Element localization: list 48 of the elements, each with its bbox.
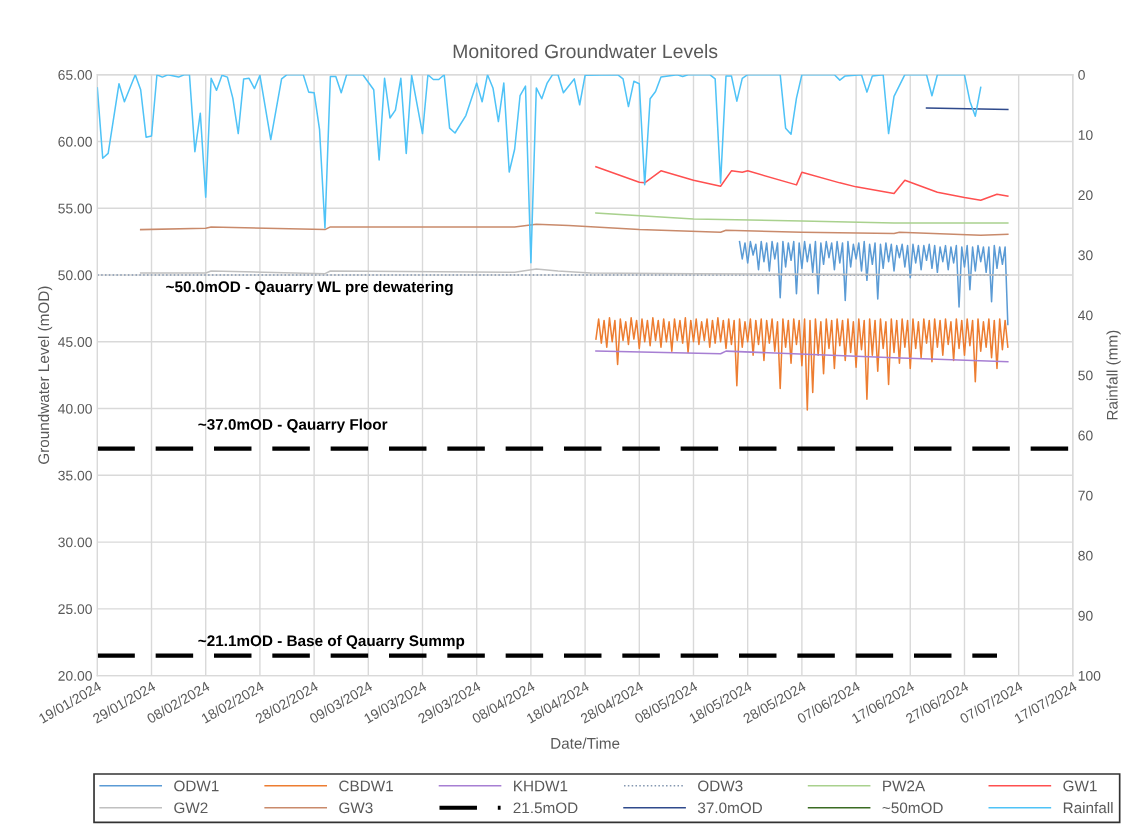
y2-tick-label: 60: [1078, 430, 1093, 441]
legend-label: GW3: [339, 802, 373, 814]
y-tick-label: 45.00: [58, 337, 92, 347]
y2-tick-label: 0: [1078, 70, 1085, 80]
legend-label: ~50mOD: [882, 802, 943, 814]
y-axis-title: Groundwater Level (mOD): [37, 286, 53, 464]
y-tick-label: 40.00: [58, 403, 92, 414]
y2-tick-label: 80: [1078, 550, 1093, 561]
y2-tick-label: 70: [1078, 490, 1093, 501]
legend-label: GW1: [1063, 780, 1097, 792]
y-tick-label: 20.00: [58, 670, 92, 681]
line-series: [97, 74, 982, 264]
y-tick-label: 55.00: [58, 203, 92, 214]
legend-label: Rainfall: [1063, 802, 1113, 814]
x-axis-title: Date/Time: [551, 737, 620, 749]
y2-tick-label: 50: [1078, 370, 1093, 381]
y2-tick-label: 40: [1078, 310, 1093, 321]
y2-tick-label: 10: [1078, 130, 1093, 140]
y2-tick-label: 30: [1078, 250, 1093, 261]
line-series: [738, 240, 1009, 326]
y-tick-label: 35.00: [58, 470, 92, 481]
y2-tick-label: 90: [1078, 610, 1093, 621]
legend-label: GW2: [174, 802, 208, 814]
line-series: [595, 350, 1009, 363]
y-tick-label: 30.00: [58, 537, 92, 548]
y2-axis-title: Rainfall (mm): [1106, 330, 1121, 420]
legend-label: CBDW1: [339, 780, 393, 792]
line-series: [595, 166, 1009, 201]
y2-tick-label: 100: [1078, 670, 1101, 681]
legend-label: 21.5mOD: [513, 802, 578, 814]
y-tick-label: 50.00: [58, 270, 92, 281]
legend-label: ODW1: [174, 780, 219, 792]
y-tick-label: 60.00: [58, 136, 92, 147]
annotation: ~37.0mOD - Qauarry Floor: [198, 418, 388, 433]
legend-label: PW2A: [883, 780, 926, 792]
legend-label: KHDW1: [514, 780, 568, 792]
y2-tick-label: 20: [1078, 190, 1093, 201]
legend-label: 37.0mOD: [697, 802, 762, 814]
line-series: [595, 316, 1009, 411]
chart-title: Monitored Groundwater Levels: [453, 43, 718, 59]
line-series: [595, 212, 1009, 224]
line-series: [139, 268, 1009, 276]
legend-label: ODW3: [698, 780, 743, 792]
annotation: ~50.0mOD - Qauarry WL pre dewatering: [166, 280, 453, 296]
annotation: ~21.1mOD - Base of Qauarry Summp: [198, 634, 465, 650]
y-tick-label: 65.00: [58, 70, 92, 80]
line-series: [139, 223, 1009, 237]
y-tick-label: 25.00: [58, 604, 92, 615]
